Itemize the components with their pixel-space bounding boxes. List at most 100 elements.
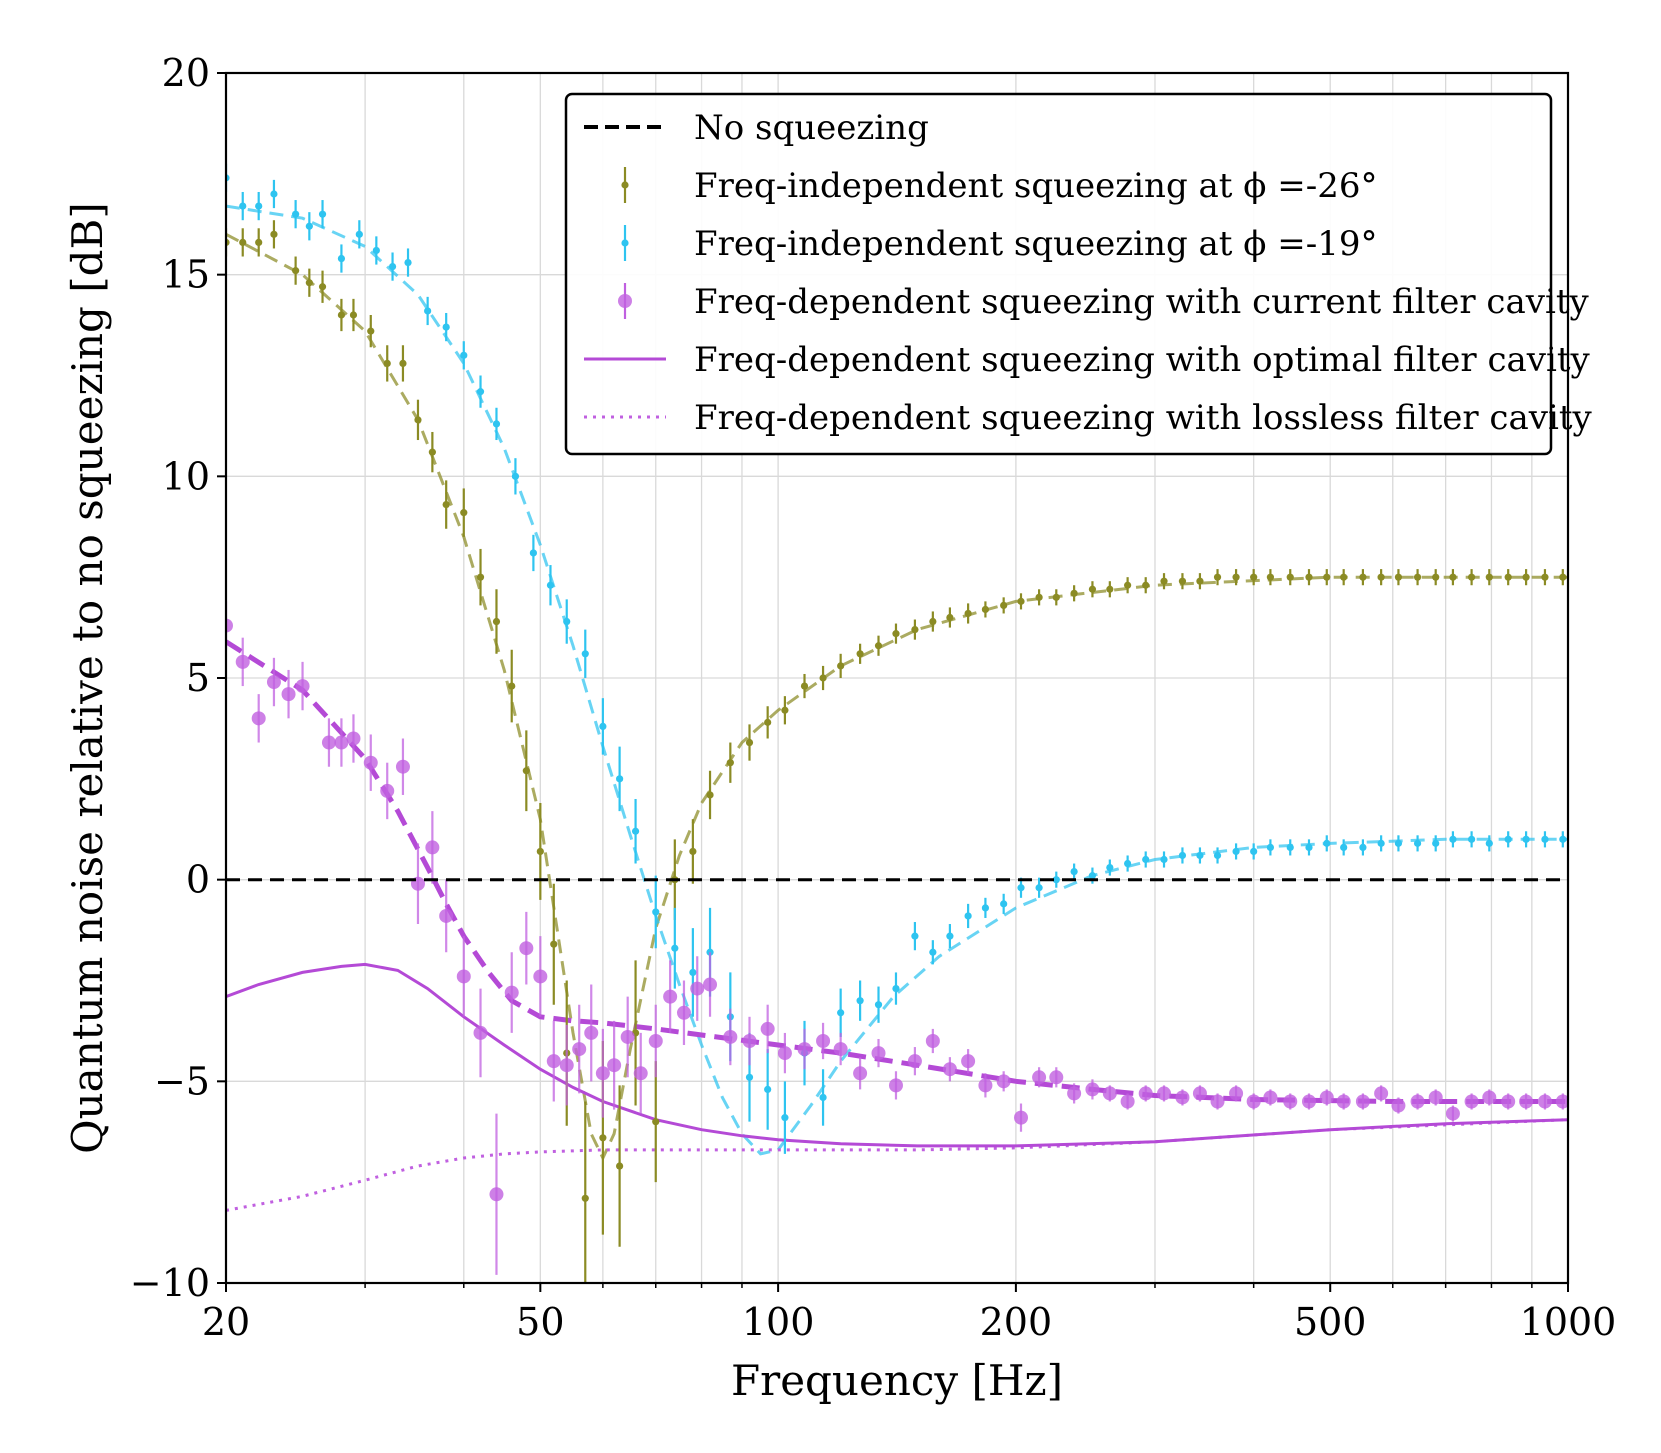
legend-label: Freq-independent squeezing at ϕ =-19° — [694, 224, 1378, 264]
data-point — [563, 617, 571, 626]
data-point — [1336, 1094, 1351, 1109]
data-point — [1359, 573, 1367, 581]
data-point — [270, 190, 278, 198]
data-point — [837, 662, 845, 670]
data-point — [1319, 1090, 1334, 1105]
data-point — [942, 1062, 957, 1077]
data-point — [281, 687, 296, 702]
data-point — [1196, 851, 1204, 860]
data-point — [648, 1034, 663, 1048]
x-tick-label: 50 — [516, 1300, 564, 1344]
data-point — [1102, 1086, 1117, 1101]
data-point — [929, 948, 937, 956]
data-point — [380, 783, 395, 798]
data-point — [492, 420, 501, 428]
data-point — [1283, 1094, 1298, 1109]
data-point — [1445, 1106, 1460, 1121]
data-point — [305, 222, 313, 230]
data-point — [1000, 900, 1008, 908]
data-point — [1035, 593, 1043, 601]
data-point — [1501, 1094, 1516, 1109]
data-point — [251, 711, 266, 726]
data-point — [1410, 1094, 1425, 1109]
y-tick-label: 15 — [162, 253, 210, 297]
axis-ticks: 20 50 100 200 500 1000 −10 −5 0 5 10 15 20 — [130, 51, 1617, 1344]
x-tick-label: 200 — [980, 1300, 1053, 1344]
data-point — [726, 759, 734, 767]
data-point — [1192, 1086, 1207, 1101]
x-tick-label: 1000 — [1520, 1300, 1617, 1344]
data-point — [584, 1025, 599, 1040]
data-point — [334, 735, 349, 750]
data-point — [907, 1054, 922, 1069]
data-point — [1017, 597, 1025, 605]
data-point — [777, 1046, 792, 1061]
data-point — [292, 210, 300, 218]
legend-handle-marker — [618, 294, 632, 308]
data-point — [1413, 573, 1422, 581]
data-point — [946, 932, 954, 940]
y-axis-label: Quantum noise relative to no squeezing [… — [63, 202, 112, 1154]
data-point — [892, 630, 900, 638]
data-point — [631, 827, 640, 835]
data-point — [266, 675, 281, 690]
data-point — [346, 731, 361, 746]
data-point — [349, 311, 358, 319]
data-point — [1555, 1094, 1568, 1109]
data-point — [1232, 847, 1240, 856]
data-point — [1138, 1086, 1153, 1101]
data-point — [620, 1029, 635, 1044]
data-point — [404, 258, 412, 267]
data-point — [1377, 573, 1385, 581]
data-point — [511, 472, 520, 480]
data-point — [856, 997, 864, 1005]
data-point — [1391, 1098, 1406, 1113]
data-point — [833, 1042, 848, 1057]
data-point — [689, 968, 697, 977]
data-point — [572, 1042, 587, 1057]
data-point — [1088, 585, 1097, 593]
data-point — [367, 327, 375, 335]
data-point — [1394, 573, 1403, 581]
data-point — [239, 202, 247, 210]
y-tick-label: 10 — [162, 454, 210, 498]
data-point — [1213, 851, 1222, 860]
data-point — [1000, 601, 1008, 610]
y-tick-label: 5 — [186, 656, 210, 700]
data-point — [1067, 1086, 1082, 1101]
data-point — [1323, 573, 1331, 581]
data-point — [925, 1034, 940, 1048]
data-point — [321, 735, 336, 750]
data-point — [764, 1085, 772, 1093]
data-point — [519, 941, 534, 956]
data-point — [424, 307, 432, 315]
data-point — [1157, 1086, 1172, 1101]
data-point — [797, 1042, 812, 1057]
data-point — [1559, 835, 1567, 843]
legend-label: No squeezing — [694, 108, 929, 148]
data-point — [235, 654, 250, 669]
x-tick-label: 500 — [1294, 1300, 1367, 1344]
data-point — [888, 1078, 903, 1093]
data-point — [239, 238, 247, 246]
data-point — [595, 1066, 610, 1081]
data-point — [1355, 1094, 1370, 1109]
data-point — [492, 617, 501, 626]
data-point — [760, 1021, 775, 1036]
data-point — [816, 1034, 831, 1048]
data-point — [1377, 839, 1385, 847]
data-point — [581, 650, 589, 658]
data-point — [1541, 835, 1549, 843]
data-point — [1541, 573, 1549, 581]
data-point — [1305, 573, 1313, 581]
data-point — [1263, 1090, 1278, 1105]
data-point — [489, 1187, 504, 1202]
data-point — [1229, 1086, 1244, 1101]
data-point — [255, 202, 263, 210]
data-point — [1035, 884, 1043, 892]
data-point — [607, 1058, 622, 1073]
data-point — [1178, 577, 1187, 585]
data-point — [546, 581, 555, 589]
data-point — [383, 359, 391, 367]
data-point — [363, 755, 378, 770]
